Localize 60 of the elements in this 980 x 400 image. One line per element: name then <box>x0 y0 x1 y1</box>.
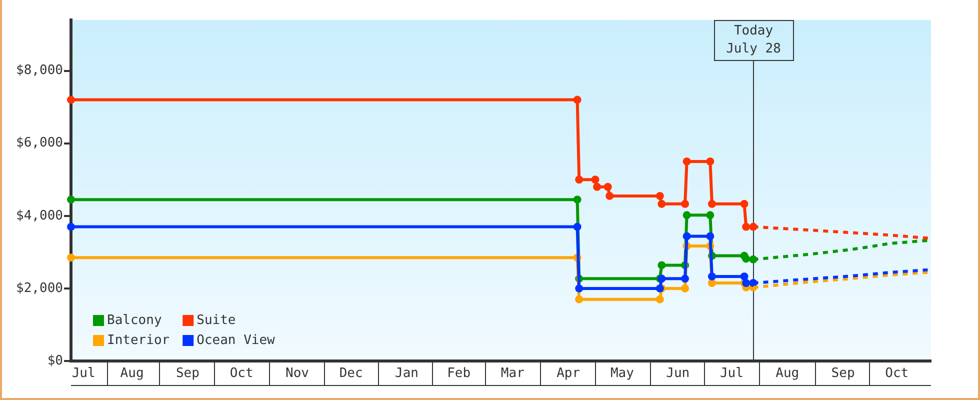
point <box>658 261 666 270</box>
legend-label: Interior <box>107 332 170 348</box>
x-tick-label: Jul <box>72 366 96 382</box>
legend-label: Ocean View <box>196 332 276 348</box>
x-tick-label: Mar <box>500 366 525 382</box>
point <box>740 200 748 208</box>
point <box>658 200 666 208</box>
x-tick-label: Aug <box>120 366 144 382</box>
point <box>681 200 690 208</box>
point <box>573 196 582 204</box>
x-tick-label: Sep <box>831 366 855 382</box>
x-tick-label: Sep <box>176 366 200 382</box>
point <box>682 157 691 166</box>
y-tick-label: $4,000 <box>16 208 63 224</box>
point <box>706 211 714 220</box>
x-tick-label: Dec <box>339 366 363 382</box>
point <box>682 211 691 220</box>
point <box>67 196 75 204</box>
point <box>575 176 584 184</box>
point <box>706 157 714 166</box>
legend-label: Balcony <box>107 312 162 328</box>
x-tick-label: Nov <box>285 366 310 382</box>
y-tick-label: $6,000 <box>16 136 63 151</box>
point <box>681 284 690 292</box>
point <box>67 254 75 262</box>
point <box>681 274 690 283</box>
x-tick-label: Jan <box>395 366 418 382</box>
x-tick-label: Apr <box>556 366 580 382</box>
point <box>573 96 582 104</box>
point <box>706 232 714 240</box>
point <box>656 192 664 200</box>
y-tick-label: $0 <box>47 353 63 368</box>
point <box>740 272 748 280</box>
x-tick-label: Oct <box>230 366 254 382</box>
point <box>67 96 75 104</box>
annotation: Today July 28 <box>726 23 781 56</box>
point <box>593 182 602 191</box>
point <box>742 222 750 231</box>
point <box>708 279 716 288</box>
point <box>575 295 584 304</box>
point <box>604 182 612 191</box>
point <box>606 192 614 200</box>
point <box>67 222 75 231</box>
point <box>573 222 582 231</box>
x-tick-label: May <box>610 366 634 382</box>
point <box>708 200 716 208</box>
y-tick-label: $8,000 <box>16 63 63 78</box>
point <box>682 232 691 240</box>
x-tick-label: Oct <box>885 366 909 382</box>
legend-label: Suite <box>196 312 236 328</box>
x-tick-label: Jun <box>666 366 690 382</box>
x-tick-label: Aug <box>776 366 800 382</box>
x-tick-label: Jul <box>720 366 744 382</box>
x-tick-label: Feb <box>447 366 471 382</box>
y-tick-label: $2,000 <box>16 280 63 296</box>
point <box>575 284 584 292</box>
point <box>656 295 664 304</box>
point <box>591 176 600 184</box>
point <box>708 272 716 280</box>
point <box>742 254 750 263</box>
